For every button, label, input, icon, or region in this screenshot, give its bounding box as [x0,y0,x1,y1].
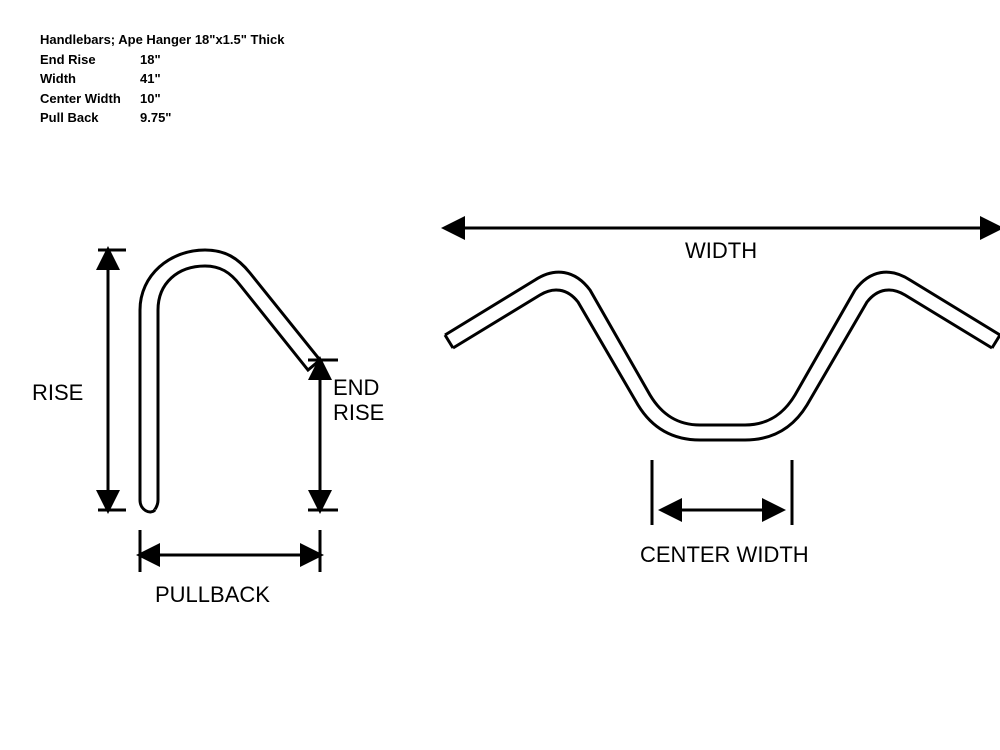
front-endcap-right [992,335,1000,348]
end-rise-dimension: END RISE [308,360,384,510]
handlebar-diagram: RISE END RISE PULLBACK WIDTH CENTER WIDT… [0,0,1000,750]
pullback-label: PULLBACK [155,582,270,607]
center-width-label: CENTER WIDTH [640,542,809,567]
front-endcap-left [445,335,453,348]
rise-dimension: RISE [32,250,126,510]
rise-label: RISE [32,380,83,405]
width-dimension: WIDTH [445,228,1000,263]
side-view-outline [140,250,320,512]
end-rise-label-2: RISE [333,400,384,425]
pullback-dimension: PULLBACK [140,530,320,607]
center-width-dimension: CENTER WIDTH [640,460,809,567]
front-view-outline [445,272,1000,440]
end-rise-label-1: END [333,375,379,400]
width-label: WIDTH [685,238,757,263]
